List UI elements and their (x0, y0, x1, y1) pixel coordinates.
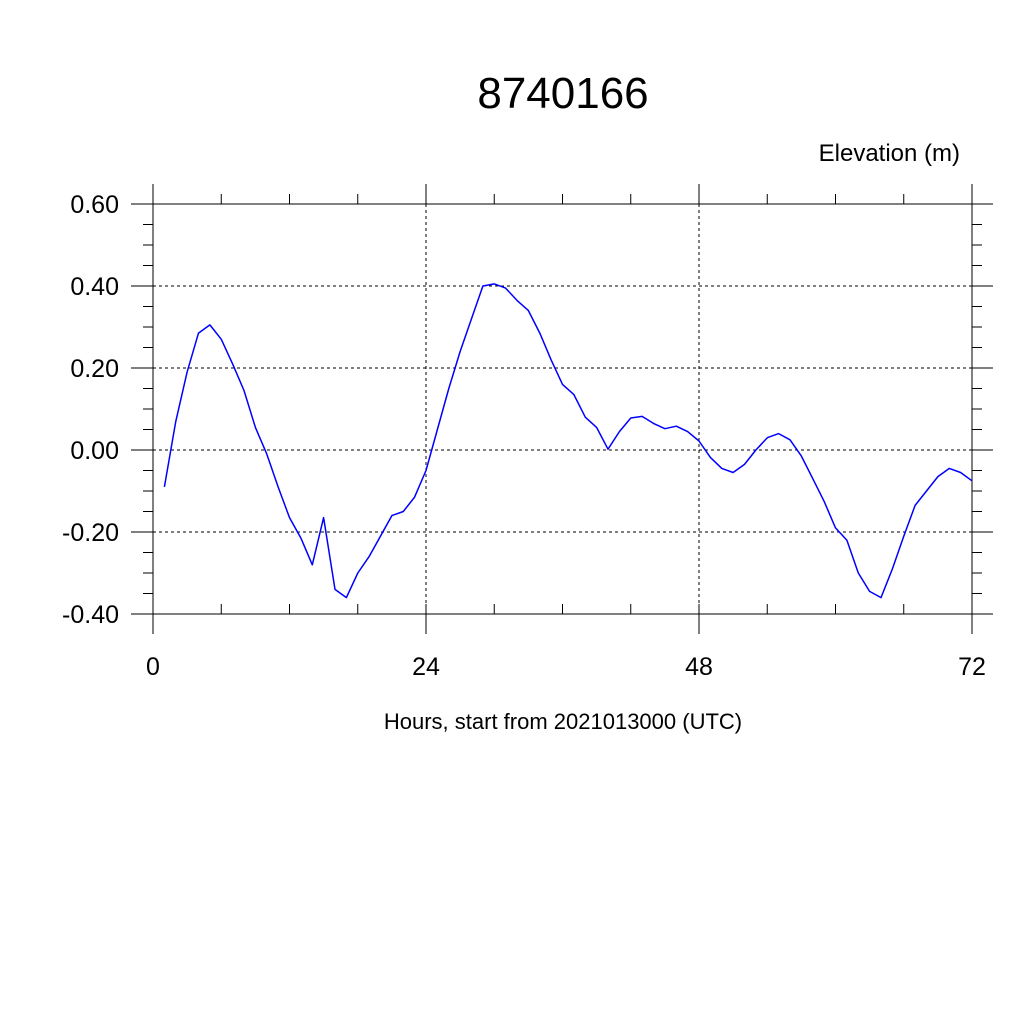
axes (152, 184, 993, 634)
x-axis-label: Hours, start from 2021013000 (UTC) (384, 709, 742, 734)
x-tick-label: 48 (685, 653, 713, 681)
tick-labels: -0.40 -0.20 0.00 0.20 0.40 0.60 0 24 48 72 (62, 191, 986, 681)
grid-lines (152, 203, 973, 615)
series-line (163, 283, 973, 599)
y-tick-label: -0.40 (62, 601, 119, 629)
y-tick-label: -0.20 (62, 519, 119, 547)
y-tick-label: 0.60 (70, 191, 119, 219)
series-layer (163, 283, 973, 599)
y-tick-label: 0.00 (70, 437, 119, 465)
y-tick-label: 0.20 (70, 355, 119, 383)
y-axis-label: Elevation (m) (819, 140, 960, 167)
chart-title: 8740166 (477, 69, 648, 118)
x-tick-label: 24 (412, 653, 440, 681)
y-tick-label: 0.40 (70, 273, 119, 301)
x-tick-label: 0 (146, 653, 160, 681)
tick-marks (131, 184, 993, 634)
x-tick-label: 72 (958, 653, 986, 681)
